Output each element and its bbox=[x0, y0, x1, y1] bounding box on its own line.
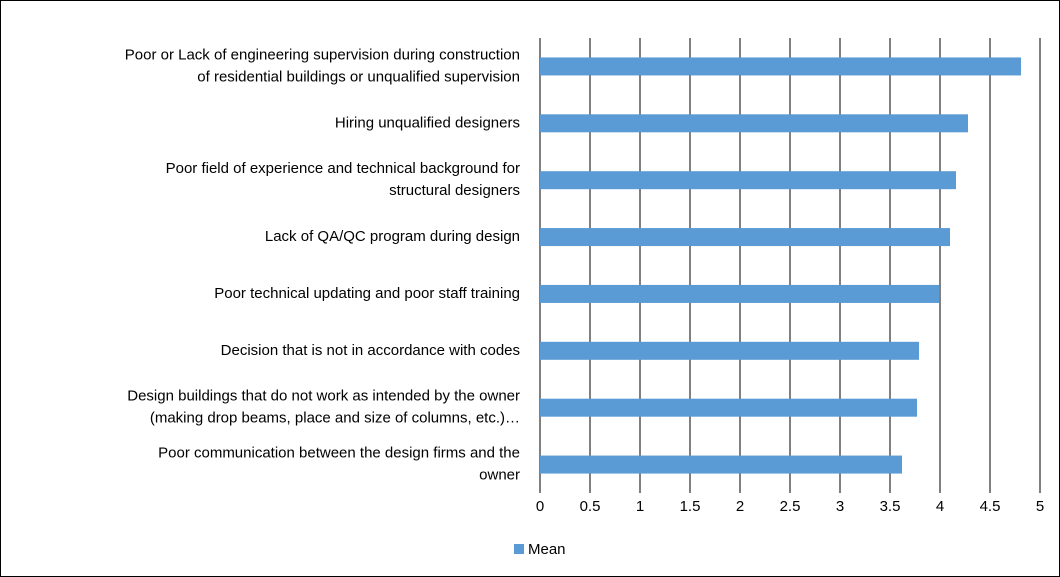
x-tick-label: 0.5 bbox=[580, 498, 601, 515]
y-tick-label: Design buildings that do not work as int… bbox=[127, 388, 520, 405]
y-tick-label: owner bbox=[479, 467, 520, 484]
y-tick-label: Lack of QA/QC program during design bbox=[265, 228, 520, 245]
y-tick-label: Poor communication between the design fi… bbox=[158, 445, 520, 462]
x-tick-label: 0 bbox=[536, 498, 544, 515]
x-tick-label: 3.5 bbox=[880, 498, 901, 515]
bar bbox=[540, 228, 950, 247]
y-tick-label: Decision that is not in accordance with … bbox=[221, 342, 520, 359]
bar bbox=[540, 57, 1021, 76]
bar bbox=[540, 341, 919, 360]
x-tick-label: 4 bbox=[936, 498, 944, 515]
legend-swatch bbox=[514, 544, 524, 554]
x-tick-label: 1 bbox=[636, 498, 644, 515]
y-tick-label: Poor technical updating and poor staff t… bbox=[214, 285, 520, 302]
legend-label: Mean bbox=[528, 541, 566, 558]
bar bbox=[540, 284, 939, 303]
x-tick-label: 4.5 bbox=[980, 498, 1001, 515]
bar bbox=[540, 171, 956, 190]
y-tick-label: Poor or Lack of engineering supervision … bbox=[125, 46, 520, 63]
y-tick-label: of residential buildings or unqualified … bbox=[197, 68, 520, 85]
x-tick-label: 1.5 bbox=[680, 498, 701, 515]
x-tick-label: 3 bbox=[836, 498, 844, 515]
x-tick-label: 2 bbox=[736, 498, 744, 515]
y-tick-label: Poor field of experience and technical b… bbox=[166, 160, 520, 177]
y-tick-label: Hiring unqualified designers bbox=[335, 114, 520, 131]
x-tick-label: 2.5 bbox=[780, 498, 801, 515]
bar bbox=[540, 398, 917, 417]
y-tick-label: structural designers bbox=[389, 182, 520, 199]
bar bbox=[540, 455, 902, 474]
bar bbox=[540, 114, 968, 133]
x-tick-label: 5 bbox=[1036, 498, 1044, 515]
y-tick-label: (making drop beams, place and size of co… bbox=[150, 410, 520, 427]
